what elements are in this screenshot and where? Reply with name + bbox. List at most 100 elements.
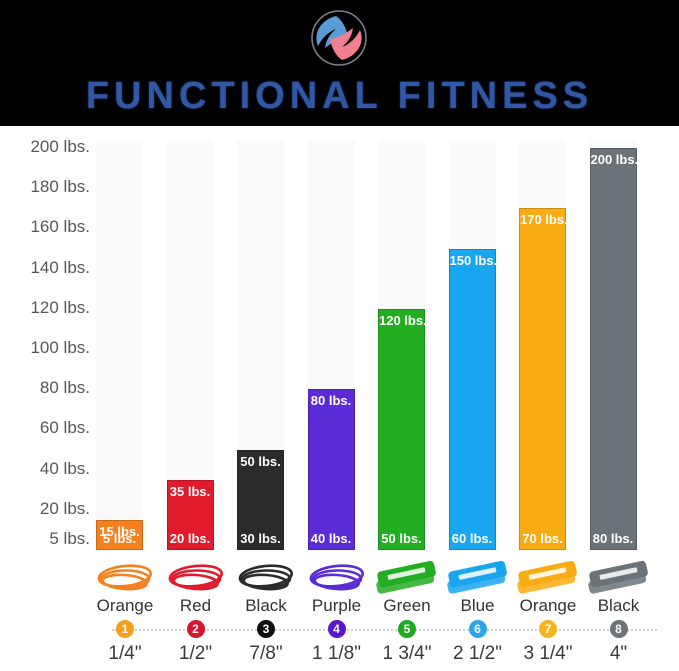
legend-item-blue-6[interactable]: Blue 6 2 1/2" (443, 556, 513, 671)
y-axis-tick-40: 40 lbs. (39, 458, 90, 478)
bar-max-label: 80 lbs. (310, 393, 352, 409)
bar-min-label: 20 lbs. (169, 530, 211, 546)
bar-green-5[interactable]: 120 lbs. 50 lbs. (378, 308, 427, 550)
functional-fitness-swirl-logo (302, 8, 376, 68)
band-color-name: Orange (519, 596, 577, 615)
band-number-badge-8[interactable]: 8 (609, 620, 628, 638)
legend-item-green-5[interactable]: Green 5 1 3/4" (372, 556, 442, 671)
bar-max-label: 15 lbs. (99, 523, 140, 539)
y-axis-tick-100: 100 lbs. (30, 338, 90, 357)
bar-column-blue-6: 150 lbs. 60 lbs. (448, 126, 498, 556)
band-legend: Orange 1 1/4" Red 2 1/2" Black 3 7/8" Purple 4 1 1/… (90, 556, 679, 671)
bar-min-label: 40 lbs. (310, 530, 352, 546)
y-axis-tick-5: 5 lbs. (49, 528, 90, 548)
band-number-badge-4[interactable]: 4 (327, 620, 346, 638)
band-number-badge-2[interactable]: 2 (186, 620, 205, 638)
black-wide-band-icon (584, 556, 654, 596)
band-color-name: Orange (96, 596, 154, 615)
band-width-label: 1/4" (108, 643, 142, 664)
blue-band-icon (443, 556, 513, 596)
y-axis-tick-120: 120 lbs. (30, 297, 90, 317)
band-color-name: Purple (311, 596, 362, 615)
bar-min-label: 60 lbs. (451, 531, 493, 546)
band-width-label: 3 1/4" (523, 643, 573, 664)
bar-max-label: 170 lbs. (520, 212, 568, 228)
band-color-name: Black (245, 596, 287, 615)
page-title: FUNCTIONAL FITNESS (85, 75, 594, 117)
legend-item-orange-1[interactable]: Orange 1 1/4" (90, 556, 160, 671)
bar-max-label: 50 lbs. (240, 453, 281, 469)
band-width-label: 4" (609, 643, 628, 664)
bar-black-3[interactable]: 50 lbs. 30 lbs. (237, 449, 284, 550)
badge-slot: 7 (513, 619, 583, 641)
y-axis-tick-80: 80 lbs. (39, 378, 90, 398)
bar-max-label: 150 lbs. (449, 252, 498, 268)
band-number-badge-7[interactable]: 7 (539, 620, 557, 638)
bar-column-orange-1: 15 lbs. 5 lbs. (96, 126, 143, 556)
band-number-badge-1[interactable]: 1 (116, 620, 134, 638)
band-color-name: Green (383, 596, 431, 615)
bar-max-label: 120 lbs. (379, 312, 427, 328)
legend-item-red-2[interactable]: Red 2 1/2" (161, 556, 231, 671)
bar-column-purple-4: 80 lbs. 40 lbs. (307, 126, 355, 556)
band-color-name: Blue (460, 596, 495, 615)
badge-slot: 2 (161, 619, 231, 641)
resistance-bar-chart: 200 lbs. 180 lbs. 160 lbs. 140 lbs. 120 lbs.… (0, 126, 679, 556)
y-axis-tick-20: 20 lbs. (39, 498, 90, 518)
bar-purple-4[interactable]: 80 lbs. 40 lbs. (307, 389, 355, 550)
y-axis-tick-160: 160 lbs. (30, 217, 90, 237)
badge-slot: 4 (302, 619, 372, 641)
plot-area: 15 lbs. 5 lbs. 35 lbs. 20 lbs. 50 lbs. 30 lbs… (90, 126, 679, 556)
bar-min-label: 70 lbs. (522, 530, 563, 546)
legend-item-black-3[interactable]: Black 3 7/8" (231, 556, 301, 671)
bar-min-label: 30 lbs. (240, 531, 281, 546)
badge-slot: 5 (372, 619, 442, 641)
band-width-label: 1 1/8" (311, 643, 361, 664)
bar-column-black-8: 200 lbs. 80 lbs. (589, 126, 639, 556)
y-axis-tick-180: 180 lbs. (30, 177, 90, 197)
green-band-icon (372, 556, 442, 596)
band-color-name: Black (597, 596, 640, 615)
bar-black-8[interactable]: 200 lbs. 80 lbs. (589, 148, 639, 550)
band-width-label: 7/8" (249, 643, 283, 664)
band-number-badge-3[interactable]: 3 (257, 620, 275, 638)
orange-thin-band-icon (90, 556, 160, 596)
legend-item-purple-4[interactable]: Purple 4 1 1/8" (302, 556, 372, 671)
band-width-label: 1/2" (178, 643, 213, 664)
bar-orange-7[interactable]: 170 lbs. 70 lbs. (519, 208, 568, 550)
red-band-icon (161, 556, 231, 596)
badge-connector-line (112, 629, 657, 632)
band-width-label: 2 1/2" (452, 643, 502, 664)
bar-column-green-5: 120 lbs. 50 lbs. (378, 126, 427, 556)
badge-slot: 6 (443, 619, 513, 641)
y-axis-tick-60: 60 lbs. (39, 418, 90, 438)
badge-slot: 3 (231, 619, 301, 641)
bar-min-label: 80 lbs. (592, 531, 634, 546)
bar-column-red-2: 35 lbs. 20 lbs. (166, 126, 214, 556)
bar-red-2[interactable]: 35 lbs. 20 lbs. (166, 479, 214, 550)
badge-slot: 8 (584, 619, 654, 641)
band-number-badge-5[interactable]: 5 (398, 620, 416, 638)
bar-orange-1[interactable]: 15 lbs. 5 lbs. (96, 519, 143, 550)
band-width-label: 1 3/4" (382, 643, 432, 664)
legend-item-orange-7[interactable]: Orange 7 3 1/4" (513, 556, 583, 671)
bar-blue-6[interactable]: 150 lbs. 60 lbs. (448, 248, 498, 550)
black-band-icon (231, 556, 301, 596)
bar-min-label: 5 lbs. (102, 530, 137, 546)
bar-column-orange-7: 170 lbs. 70 lbs. (519, 126, 568, 556)
column-track (96, 140, 143, 550)
bar-min-label: 50 lbs. (381, 530, 422, 546)
orange-wide-band-icon (513, 556, 583, 596)
y-axis-tick-200: 200 lbs. (30, 137, 90, 156)
badge-slot: 1 (90, 619, 160, 641)
band-number-badge-6[interactable]: 6 (468, 620, 487, 638)
bar-max-label: 200 lbs. (590, 152, 639, 167)
purple-band-icon (302, 556, 372, 596)
y-axis: 200 lbs. 180 lbs. 160 lbs. 140 lbs. 120 lbs.… (0, 126, 90, 556)
band-color-name: Red (179, 596, 212, 615)
y-axis-tick-140: 140 lbs. (30, 257, 90, 277)
bar-column-black-3: 50 lbs. 30 lbs. (237, 126, 284, 556)
bar-max-label: 35 lbs. (169, 483, 211, 499)
header-banner: FUNCTIONAL FITNESS (0, 0, 679, 126)
legend-item-black-8[interactable]: Black 8 4" (584, 556, 654, 671)
